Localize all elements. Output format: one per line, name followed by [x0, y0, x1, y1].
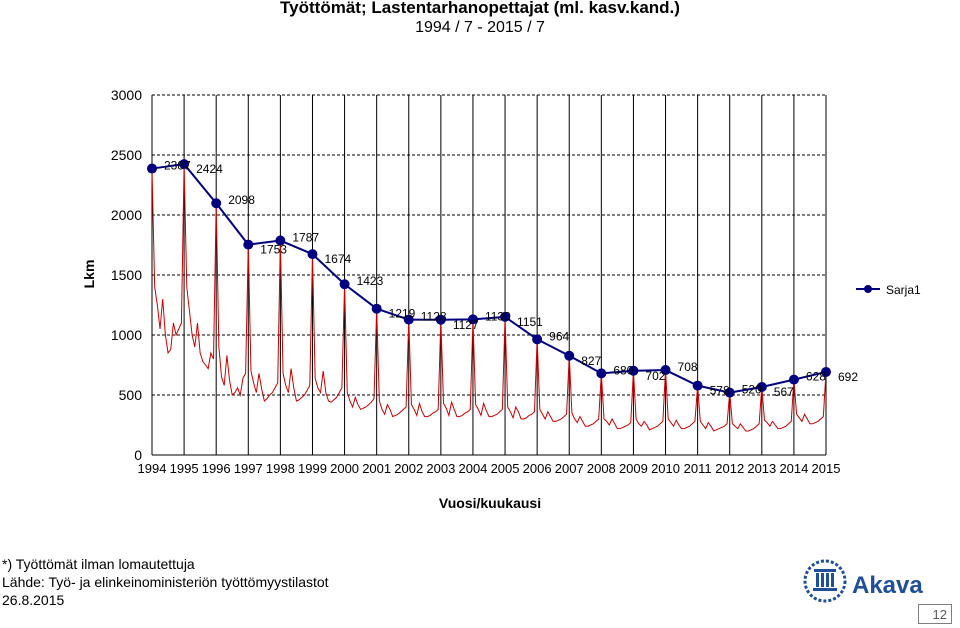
y-tick-label: 1500 [111, 267, 142, 283]
x-tick-label: 2005 [491, 461, 520, 476]
x-tick-label: 1995 [170, 461, 199, 476]
data-label: 2387 [164, 159, 191, 173]
sarja1-point [628, 365, 639, 376]
x-tick-label: 2012 [715, 461, 744, 476]
x-tick-label: 2000 [330, 461, 359, 476]
x-tick-label: 2007 [555, 461, 584, 476]
data-label: 964 [549, 329, 569, 343]
data-label: 680 [613, 363, 633, 377]
sarja1-point [147, 163, 157, 174]
data-label: 628 [806, 370, 826, 384]
sarja1-point [275, 235, 286, 246]
sarja1-point [435, 314, 446, 325]
data-label: 567 [774, 385, 794, 399]
sarja1-point [692, 380, 703, 391]
legend-label: Sarja1 [886, 283, 921, 297]
x-tick-label: 2009 [619, 461, 648, 476]
akava-logo: Akava [803, 559, 923, 603]
sarja1-point [788, 374, 799, 385]
x-tick-label: 1997 [234, 461, 263, 476]
x-tick-label: 1996 [202, 461, 231, 476]
sarja1-point [371, 303, 382, 314]
x-tick-label: 2002 [394, 461, 423, 476]
page-number: 12 [918, 604, 952, 624]
sarja1-point [500, 311, 511, 322]
data-label: 1787 [292, 231, 319, 245]
x-tick-label: 1998 [266, 461, 295, 476]
footnote-source: Lähde: Työ- ja elinkeinoministeriön työt… [2, 574, 329, 590]
monthly-series-line [151, 164, 827, 432]
sarja1-point [307, 249, 318, 260]
x-tick-label: 1994 [138, 461, 167, 476]
data-label: 702 [645, 369, 665, 383]
y-tick-label: 2500 [111, 147, 142, 163]
x-tick-label: 2010 [651, 461, 680, 476]
sarja1-point [724, 387, 735, 398]
sarja1-point [532, 334, 543, 345]
sarja1-point [564, 350, 575, 361]
sarja1-point [339, 279, 350, 290]
legend-marker [864, 285, 872, 293]
x-tick-label: 2011 [684, 461, 712, 476]
data-label: 2098 [228, 193, 255, 207]
data-label: 1130 [485, 309, 511, 323]
x-tick-label: 2003 [426, 461, 455, 476]
data-label: 520 [742, 383, 762, 397]
sarja1-point [211, 198, 222, 209]
data-label: 1128 [421, 310, 447, 324]
data-label: 827 [581, 354, 601, 368]
sarja1-point [243, 239, 254, 250]
data-label: 1219 [389, 307, 416, 321]
sarja1-point [467, 314, 478, 325]
x-tick-label: 2014 [779, 461, 808, 476]
akava-wordmark: Akava [852, 572, 923, 599]
sarja1-line [151, 163, 827, 394]
y-tick-label: 2000 [111, 207, 142, 223]
y-tick-label: 3000 [111, 87, 142, 103]
data-label: 708 [678, 360, 698, 374]
footnote-date: 26.8.2015 [2, 592, 65, 608]
y-tick-label: 500 [119, 387, 143, 403]
x-tick-label: 2013 [747, 461, 776, 476]
x-tick-label: 1999 [298, 461, 327, 476]
sarja1-point [403, 314, 414, 325]
data-label: 578 [710, 384, 730, 398]
sarja1-point [821, 366, 831, 377]
y-tick-label: 0 [134, 447, 142, 463]
y-axis-label: Lkm [81, 260, 97, 289]
data-label: 1423 [357, 274, 384, 288]
x-axis-label: Vuosi/kuukausi [439, 495, 541, 511]
footnote-note: *) Työttömät ilman lomautettuja [2, 556, 195, 572]
data-label: 2424 [196, 162, 223, 176]
chart-subtitle: 1994 / 7 - 2015 / 7 [415, 19, 545, 36]
sarja1-point [179, 159, 190, 170]
data-label: 1674 [324, 252, 351, 266]
sarja1-point [660, 365, 671, 376]
x-tick-label: 2015 [812, 461, 841, 476]
x-tick-label: 2008 [587, 461, 616, 476]
x-tick-label: 2001 [362, 461, 391, 476]
data-label: 1127 [453, 318, 479, 332]
sarja1-point [596, 368, 607, 379]
chart-title: Työttömät; Lastentarhanopettajat (ml. ka… [280, 0, 680, 17]
data-label: 692 [838, 370, 858, 384]
data-label: 1753 [260, 243, 287, 257]
x-tick-label: 2006 [523, 461, 552, 476]
x-tick-label: 2004 [458, 461, 487, 476]
y-tick-label: 1000 [111, 327, 142, 343]
data-label: 1151 [517, 315, 543, 329]
sarja1-point [756, 381, 767, 392]
